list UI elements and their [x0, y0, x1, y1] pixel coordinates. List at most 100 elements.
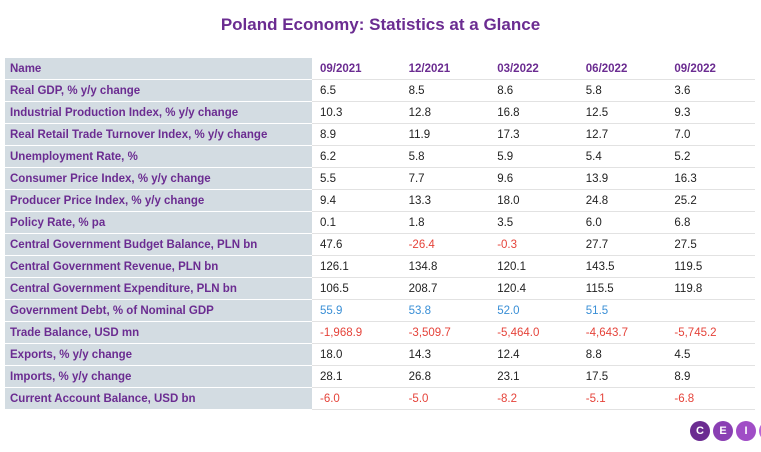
- indicator-name: Imports, % y/y change: [5, 365, 312, 388]
- indicator-value: 8.6: [489, 79, 578, 102]
- indicator-name: Real GDP, % y/y change: [5, 79, 312, 102]
- indicator-value: 27.7: [577, 233, 667, 256]
- table-row: Consumer Price Index, % y/y change 5.5 7.7…: [5, 167, 755, 190]
- indicator-value: 14.3: [400, 343, 490, 366]
- logo-letter: C: [759, 421, 761, 441]
- column-header-date: 06/2022: [577, 58, 667, 80]
- indicator-value: 6.0: [577, 211, 667, 234]
- indicator-value: 8.8: [577, 343, 667, 366]
- indicator-value: 13.9: [577, 167, 667, 190]
- indicator-value: 53.8: [400, 299, 490, 322]
- indicator-value: -4,643.7: [577, 321, 667, 344]
- indicator-value: -26.4: [400, 233, 490, 256]
- indicator-value: 4.5: [666, 343, 755, 366]
- indicator-value: 25.2: [666, 189, 755, 212]
- indicator-name: Central Government Expenditure, PLN bn: [5, 277, 312, 300]
- indicator-value: 5.9: [489, 145, 578, 168]
- indicator-value: 23.1: [489, 365, 578, 388]
- table-row: Unemployment Rate, % 6.2 5.8 5.9 5.4 5.2: [5, 145, 755, 168]
- table-row: Real Retail Trade Turnover Index, % y/y …: [5, 123, 755, 146]
- indicator-value: 7.0: [666, 123, 755, 146]
- table-row: Central Government Expenditure, PLN bn 10…: [5, 277, 755, 300]
- indicator-value: 5.4: [577, 145, 667, 168]
- indicator-value: 0.1: [312, 211, 401, 234]
- indicator-value: 134.8: [400, 255, 490, 278]
- table-row: Government Debt, % of Nominal GDP 55.9 53.…: [5, 299, 755, 322]
- indicator-value: 3.5: [489, 211, 578, 234]
- indicator-value: 9.4: [312, 189, 401, 212]
- indicator-value: 17.5: [577, 365, 667, 388]
- indicator-name: Exports, % y/y change: [5, 343, 312, 366]
- indicator-value: 120.1: [489, 255, 578, 278]
- column-header-date: 12/2021: [400, 58, 490, 80]
- indicator-value: 143.5: [577, 255, 667, 278]
- indicator-value: 115.5: [577, 277, 667, 300]
- indicator-value: -0.3: [489, 233, 578, 256]
- indicator-value: 120.4: [489, 277, 578, 300]
- indicator-name: Industrial Production Index, % y/y chang…: [5, 101, 312, 124]
- indicator-value: 13.3: [400, 189, 490, 212]
- page-title: Poland Economy: Statistics at a Glance: [220, 15, 541, 34]
- indicator-value: -5,464.0: [489, 321, 578, 344]
- indicator-name: Current Account Balance, USD bn: [5, 387, 312, 410]
- logo-letter: E: [713, 421, 733, 441]
- indicator-value: -3,509.7: [400, 321, 490, 344]
- indicator-value: 16.3: [666, 167, 755, 190]
- indicator-value: 52.0: [489, 299, 578, 322]
- indicator-value: 18.0: [489, 189, 578, 212]
- indicator-name: Producer Price Index, % y/y change: [5, 189, 312, 212]
- indicator-value: 12.4: [489, 343, 578, 366]
- indicator-name: Central Government Revenue, PLN bn: [5, 255, 312, 278]
- indicator-value: 6.2: [312, 145, 401, 168]
- column-header-date: 09/2022: [666, 58, 755, 80]
- indicator-name: Trade Balance, USD mn: [5, 321, 312, 344]
- indicator-value: [666, 299, 755, 322]
- indicator-value: 126.1: [312, 255, 401, 278]
- indicator-value: 5.5: [312, 167, 401, 190]
- indicator-name: Unemployment Rate, %: [5, 145, 312, 168]
- indicator-value: 5.2: [666, 145, 755, 168]
- table-row: Trade Balance, USD mn -1,968.9 -3,509.7 -5,…: [5, 321, 755, 344]
- indicator-value: 10.3: [312, 101, 401, 124]
- indicator-value: 208.7: [400, 277, 490, 300]
- indicator-value: 7.7: [400, 167, 490, 190]
- table-header-row: Name 09/2021 12/2021 03/2022 06/2022 09/2022: [5, 58, 755, 80]
- indicator-value: 51.5: [577, 299, 667, 322]
- table-row: Current Account Balance, USD bn -6.0 -5.0-…: [5, 387, 755, 410]
- indicator-value: 9.3: [666, 101, 755, 124]
- indicator-value: 6.5: [312, 79, 401, 102]
- indicator-value: 9.6: [489, 167, 578, 190]
- indicator-value: 28.1: [312, 365, 401, 388]
- indicator-value: 55.9: [312, 299, 401, 322]
- table-row: Exports, % y/y change 18.0 14.3 12.4 8.8 4.5: [5, 343, 755, 366]
- table-row: Imports, % y/y change 28.1 26.8 23.1 17.5 8.9: [5, 365, 755, 388]
- table-row: Policy Rate, % pa 0.1 1.8 3.5 6.0 6.8: [5, 211, 755, 234]
- indicator-value: 6.8: [666, 211, 755, 234]
- table-row: Industrial Production Index, % y/y chang…: [5, 101, 755, 124]
- indicator-value: 12.5: [577, 101, 667, 124]
- indicator-value: 5.8: [400, 145, 490, 168]
- column-header-name: Name: [5, 58, 312, 80]
- logo-letter: I: [736, 421, 756, 441]
- indicator-value: -5,745.2: [666, 321, 755, 344]
- logo-letter: C: [690, 421, 710, 441]
- indicator-value: -6.8: [666, 387, 755, 410]
- indicator-value: -1,968.9: [312, 321, 401, 344]
- indicator-value: 16.8: [489, 101, 578, 124]
- indicator-value: 1.8: [400, 211, 490, 234]
- column-header-date: 03/2022: [489, 58, 578, 80]
- indicator-value: 11.9: [400, 123, 490, 146]
- indicator-value: 17.3: [489, 123, 578, 146]
- table-row: Central Government Revenue, PLN bn 126.1 1…: [5, 255, 755, 278]
- column-header-date: 09/2021: [312, 58, 401, 80]
- indicator-value: 8.5: [400, 79, 490, 102]
- indicator-name: Policy Rate, % pa: [5, 211, 312, 234]
- indicator-value: -8.2: [489, 387, 578, 410]
- indicator-name: Government Debt, % of Nominal GDP: [5, 299, 312, 322]
- indicator-name: Consumer Price Index, % y/y change: [5, 167, 312, 190]
- indicator-value: 27.5: [666, 233, 755, 256]
- table-row: Real GDP, % y/y change 6.5 8.5 8.6 5.8 3.6: [5, 79, 755, 102]
- table-row: Producer Price Index, % y/y change 9.4 13.…: [5, 189, 755, 212]
- indicator-value: 106.5: [312, 277, 401, 300]
- indicator-value: 8.9: [666, 365, 755, 388]
